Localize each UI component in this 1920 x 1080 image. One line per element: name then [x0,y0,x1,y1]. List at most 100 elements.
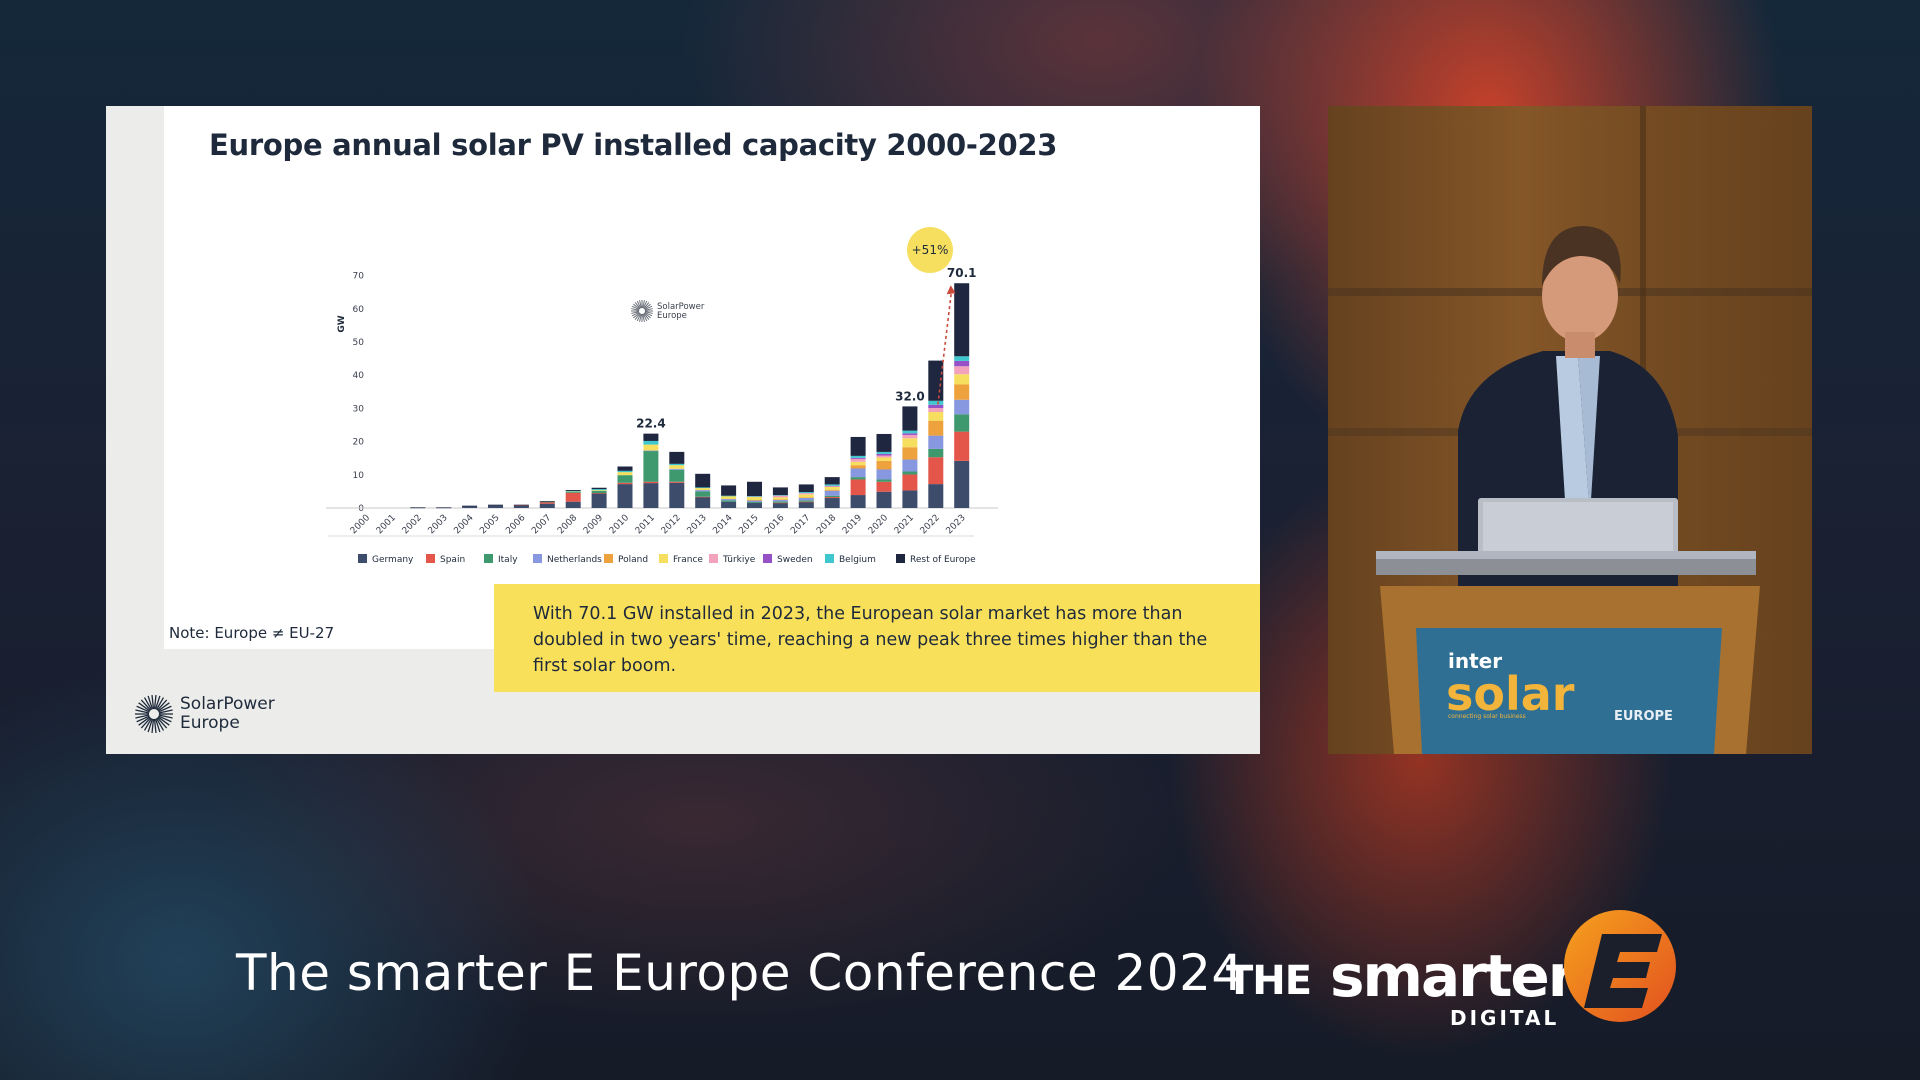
x-tick-label: 2000 [349,513,372,536]
bar-segment-spain-2012 [669,481,685,483]
bar-segment-sweden-2021 [902,433,918,435]
bar-segment-rest-of-europe-2010 [617,466,633,471]
bar-segment-t-rkiye-2019 [850,458,866,462]
watermark-line1: SolarPower [657,302,705,312]
bar-segment-germany-2010 [617,484,633,508]
bar-segment-france-2012 [669,465,685,469]
bar-segment-france-2014 [721,496,737,500]
bar-segment-rest-of-europe-2009 [591,487,607,490]
bar-segment-belgium-2018 [824,484,840,486]
bar-segment-rest-of-europe-2015 [747,481,762,497]
bar-segment-rest-of-europe-2019 [850,436,866,456]
legend-label: Poland [618,555,648,565]
bar-segment-rest-of-europe-2007 [539,501,555,502]
bar-segment-spain-2007 [539,502,555,504]
x-tick-label: 2014 [711,513,734,536]
bar-segment-poland-2017 [798,497,814,498]
bar-segment-france-2010 [617,472,633,476]
sun-rays-icon [135,695,173,733]
total-label-2021: 32.0 [895,389,925,403]
legend-swatch [426,554,435,563]
bar-segment-rest-of-europe-2016 [772,487,788,496]
growth-annotation: +51% [907,227,956,405]
bar-segment-italy-2009 [591,490,607,494]
brand-digital: DIGITAL [1450,1006,1560,1030]
bar-segment-sweden-2023 [954,360,970,367]
bar-segment-germany-2014 [721,501,737,508]
bars [410,283,970,509]
x-tick-label: 2006 [504,513,527,536]
bar-segment-t-rkiye-2016 [772,495,788,498]
bar-segment-rest-of-europe-2014 [721,485,737,496]
legend-swatch [484,554,493,563]
bar-segment-poland-2022 [928,420,944,436]
bar-segment-italy-2023 [954,414,970,432]
conference-title: The smarter E Europe Conference 2024 [236,944,1244,1002]
bar-segment-germany-2005 [488,505,503,508]
total-label-2023: 70.1 [947,266,977,280]
booth-region: EUROPE [1614,709,1673,724]
bar-segment-germany-2013 [695,497,711,508]
x-tick-label: 2022 [919,513,942,536]
bar-segment-germany-2008 [565,501,581,508]
slide-note: Note: Europe ≠ EU-27 [169,624,335,642]
bar-segment-t-rkiye-2021 [902,434,918,439]
booth-tagline: connecting solar business [1448,713,1526,720]
bar-segment-belgium-2021 [902,430,918,434]
growth-arrow [937,289,953,405]
bar-segment-spain-2022 [928,457,944,485]
legend-swatch [659,554,668,563]
bar-segment-netherlands-2012 [669,468,685,470]
bar-segment-france-2013 [695,488,711,491]
bar-segment-belgium-2010 [617,470,633,473]
bar-segment-france-2021 [902,438,918,448]
x-tick-label: 2010 [608,513,631,536]
bar-segment-t-rkiye-2015 [747,496,762,498]
bar-segment-belgium-2022 [928,400,944,405]
bar-segment-germany-2006 [513,505,529,508]
bar-segment-italy-2021 [902,471,918,475]
bar-segment-belgium-2020 [876,451,892,454]
x-tick-label: 2009 [582,513,605,536]
bar-segment-rest-of-europe-2022 [928,360,944,401]
x-tick-label: 2004 [452,513,475,536]
y-axis-label: GW [337,315,347,332]
bar-segment-france-2020 [876,457,892,461]
bar-segment-germany-2016 [772,503,788,508]
y-tick-label: 50 [353,338,365,348]
bar-segment-france-2011 [643,444,659,451]
bar-segment-netherlands-2020 [876,469,892,480]
bar-segment-germany-2020 [876,491,892,508]
bar-segment-italy-2008 [565,491,581,493]
bar-segment-germany-2018 [824,498,840,508]
bar-segment-rest-of-europe-2023 [954,283,970,357]
bar-segment-france-2019 [850,461,866,466]
bar-segment-netherlands-2022 [928,435,944,449]
bar-segment-sweden-2020 [876,453,892,456]
bar-segment-poland-2023 [954,384,970,400]
chart-legend: Germany Spain Italy Netherlands Poland France… [358,554,976,565]
y-tick-label: 10 [353,471,365,481]
solarpower-watermark-icon [631,300,653,322]
legend-label: Italy [498,555,518,565]
bar-segment-germany-2012 [669,482,685,508]
bar-segment-rest-of-europe-2013 [695,473,711,488]
slide-title: Europe annual solar PV installed capacit… [209,128,1058,162]
y-tick-label: 30 [353,404,365,414]
bar-segment-rest-of-europe-2003 [436,507,452,508]
legend-label: Netherlands [547,555,602,565]
bar-segment-t-rkiye-2020 [876,455,892,458]
bar-segment-spain-2016 [772,502,788,504]
bar-segment-rest-of-europe-2008 [565,490,581,492]
bar-segment-germany-2017 [798,502,814,508]
bar-segment-france-2016 [772,497,788,500]
legend-swatch [709,554,718,563]
bar-segment-netherlands-2018 [824,490,840,496]
bar-segment-spain-2017 [798,501,814,503]
legend-swatch [604,554,613,563]
solarpower-watermark: SolarPower Europe [631,300,705,322]
bar-segment-france-2017 [798,494,814,498]
x-tick-label: 2011 [634,513,657,536]
bar-segment-netherlands-2021 [902,459,918,472]
bar-segment-italy-2017 [798,500,814,502]
